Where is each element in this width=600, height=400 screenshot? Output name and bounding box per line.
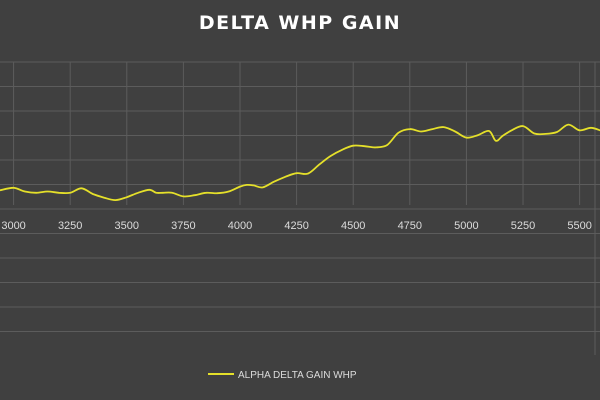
series-layer (0, 123, 600, 202)
x-axis-tick-labels: 3000 3250 3500 3750 4000 4250 4500 4750 5000 5250… (1, 220, 592, 232)
x-tick-label: 5000 (454, 220, 478, 232)
x-tick-label: 4000 (228, 220, 252, 232)
x-tick-label: 3500 (115, 220, 139, 232)
x-tick-label: 3250 (58, 220, 82, 232)
x-tick-label: 3000 (1, 220, 25, 232)
x-tick-label: 3750 (171, 220, 195, 232)
gridlines (0, 61, 600, 355)
x-tick-label: 4750 (398, 220, 422, 232)
series-line (0, 123, 600, 202)
x-tick-label: 5500 (567, 220, 591, 232)
legend-label: ALPHA DELTA GAIN WHP (238, 370, 357, 381)
x-tick-label: 5250 (511, 220, 535, 232)
x-tick-label: 4500 (341, 220, 365, 232)
x-tick-label: 4250 (284, 220, 308, 232)
legend: ALPHA DELTA GAIN WHP (208, 370, 357, 381)
chart-title: DELTA WHP GAIN (198, 12, 402, 34)
